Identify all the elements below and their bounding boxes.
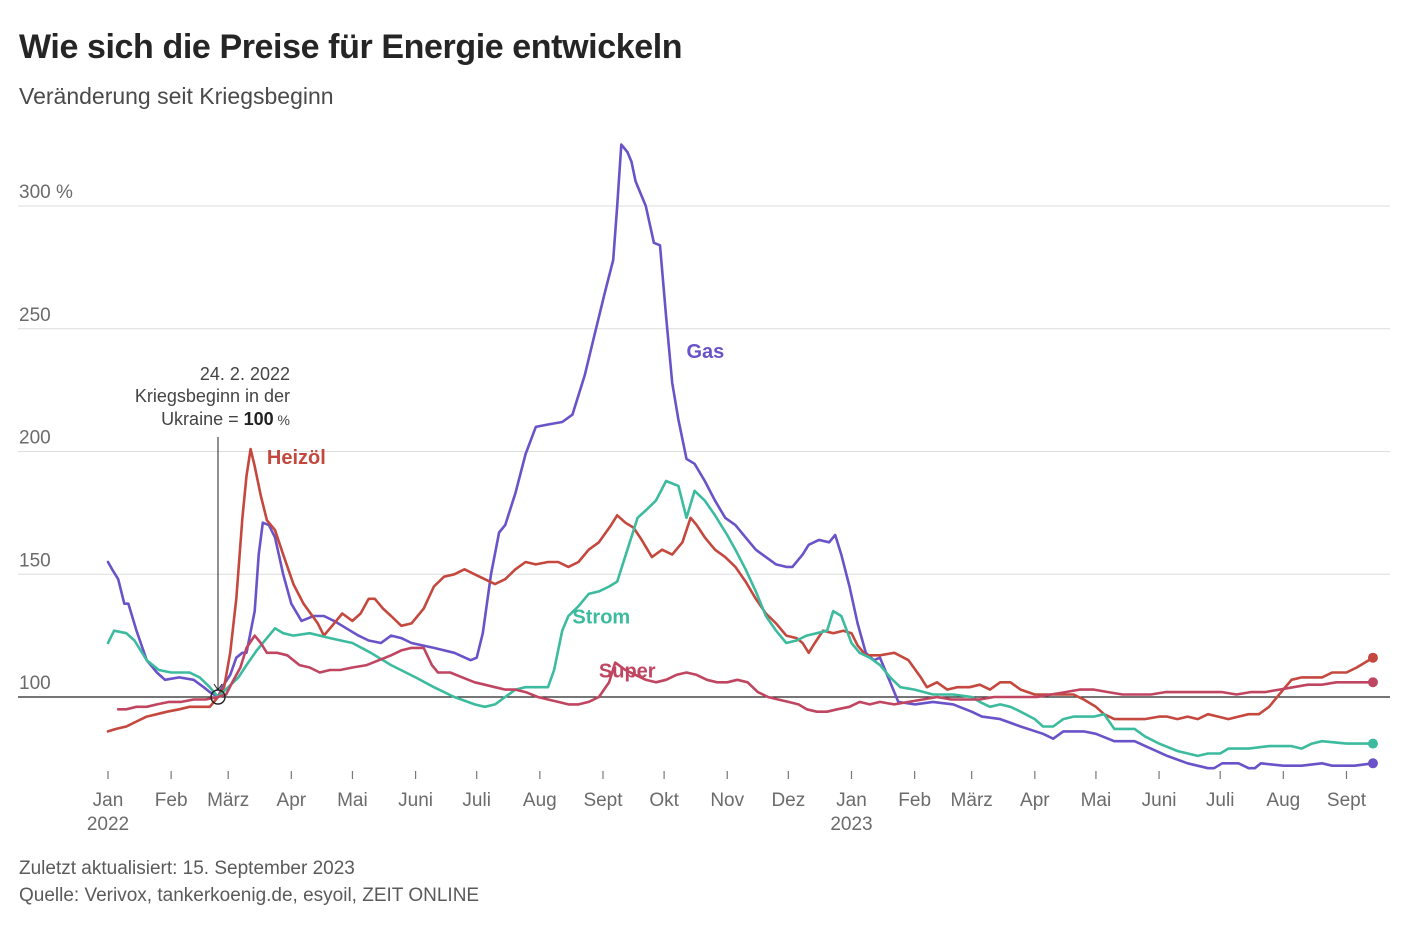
x-tick-year-label: 2022 — [87, 814, 129, 835]
x-tick-label: Mai — [337, 790, 368, 811]
series-end-marker — [1367, 758, 1378, 769]
y-tick-label: 300 % — [19, 182, 73, 203]
x-tick-label: März — [951, 790, 993, 811]
x-tick-label: Sept — [1327, 790, 1367, 811]
series-lines — [106, 143, 1378, 770]
series-labels: Gas Heizöl Strom Super — [267, 341, 724, 682]
x-tick-label: Juni — [398, 790, 433, 811]
annotation-date: 24. 2. 2022 — [200, 364, 290, 384]
annotation-prefix: Ukraine = — [161, 409, 244, 429]
x-tick-label: März — [207, 790, 249, 811]
series-end-marker — [1367, 652, 1378, 663]
series-line-strom — [106, 479, 1375, 758]
footer-updated: Zuletzt aktualisiert: 15. September 2023 — [19, 858, 355, 879]
series-end-marker — [1367, 677, 1378, 688]
x-tick-label: Sept — [583, 790, 623, 811]
y-tick-label: 200 — [19, 428, 51, 449]
y-tick-label: 250 — [19, 305, 51, 326]
war-start-annotation: 24. 2. 2022 Kriegsbeginn in der Ukraine … — [135, 364, 290, 705]
series-label: Gas — [687, 341, 725, 363]
series-label: Super — [599, 660, 656, 682]
y-axis: 100 150 200 250 300 % — [19, 182, 73, 694]
x-tick-label: Juli — [1206, 790, 1235, 811]
x-tick-year-label: 2023 — [830, 814, 872, 835]
series-label: Strom — [572, 606, 630, 628]
series-end-marker — [1367, 738, 1378, 749]
annotation-marker — [210, 689, 226, 705]
series-label: Heizöl — [267, 447, 326, 469]
annotation-value: 100 — [244, 409, 274, 429]
x-tick-label: Jan — [93, 790, 124, 811]
x-tick-label: Mai — [1081, 790, 1112, 811]
chart-subtitle: Veränderung seit Kriegsbeginn — [19, 83, 334, 109]
x-tick-label: Juli — [462, 790, 491, 811]
x-tick-label: Juni — [1142, 790, 1177, 811]
footer-source: Quelle: Verivox, tankerkoenig.de, esyoil… — [19, 885, 480, 906]
x-tick-label: Dez — [771, 790, 805, 811]
annotation-percent-sign: % — [274, 412, 290, 428]
y-tick-label: 100 — [19, 673, 51, 694]
annotation-value-text: Ukraine = 100 % — [161, 409, 290, 429]
x-tick-label: Okt — [649, 790, 679, 811]
chart-title: Wie sich die Preise für Energie entwicke… — [19, 28, 683, 66]
series-line-gas — [106, 143, 1375, 770]
series-line-super — [116, 634, 1375, 713]
x-tick-label: Jan — [836, 790, 867, 811]
x-tick-label: Apr — [277, 790, 307, 811]
y-tick-label: 150 — [19, 550, 51, 571]
x-axis: Jan 2022 Feb März Apr Mai Juni Juli Aug Sept Okt No… — [87, 771, 1367, 835]
x-tick-label: Aug — [1266, 790, 1300, 811]
series-line-heizöl — [106, 447, 1375, 733]
x-tick-label: Aug — [523, 790, 557, 811]
x-tick-label: Apr — [1020, 790, 1050, 811]
annotation-text: Kriegsbeginn in der — [135, 386, 290, 406]
grid-lines — [18, 205, 1390, 575]
x-tick-label: Nov — [710, 790, 744, 811]
x-tick-label: Feb — [898, 790, 931, 811]
x-tick-label: Feb — [155, 790, 188, 811]
